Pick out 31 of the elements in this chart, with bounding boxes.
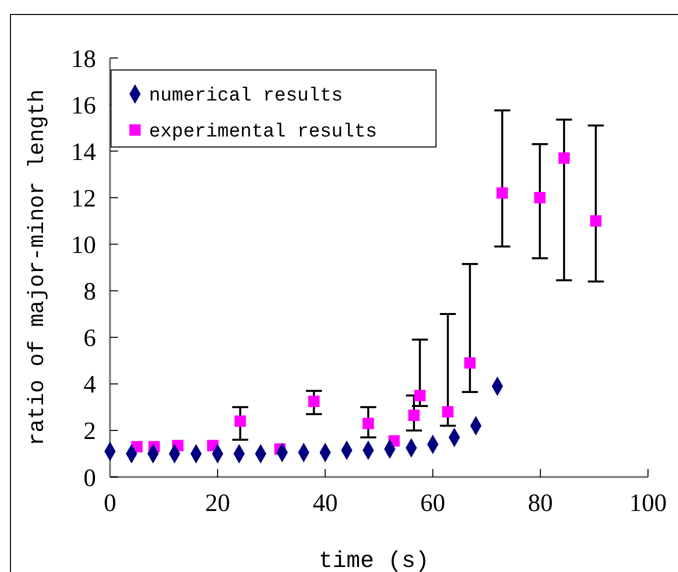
legend-label: numerical results [149, 84, 343, 107]
y-tick-label: 4 [84, 372, 96, 399]
point [442, 406, 454, 418]
point [308, 396, 320, 408]
x-tick-label: 100 [629, 490, 667, 517]
legend-label: experimental results [149, 120, 378, 143]
point [414, 390, 426, 402]
x-tick-label: 80 [528, 490, 553, 517]
point [234, 415, 246, 427]
y-tick-label: 12 [71, 185, 96, 212]
point [496, 187, 508, 199]
point [362, 418, 374, 430]
x-tick-label: 40 [312, 490, 338, 517]
point [590, 215, 602, 227]
y-tick-label: 14 [71, 138, 96, 166]
y-tick-label: 10 [71, 232, 96, 259]
y-tick-label: 8 [84, 278, 96, 306]
x-axis-title: time (s) [318, 548, 430, 572]
y-tick-label: 0 [84, 464, 96, 492]
y-tick-label: 16 [71, 92, 96, 120]
point [558, 152, 570, 164]
point [464, 357, 476, 369]
x-tick-label: 20 [205, 490, 230, 517]
y-tick-label: 2 [84, 418, 96, 446]
y-axis-title: ratio of major-minor length [25, 89, 50, 446]
point [408, 410, 420, 422]
point [534, 192, 546, 204]
x-tick-label: 60 [420, 490, 446, 517]
x-tick-label: 0 [104, 490, 116, 517]
y-tick-label: 18 [71, 46, 96, 73]
y-tick-label: 6 [84, 325, 96, 352]
